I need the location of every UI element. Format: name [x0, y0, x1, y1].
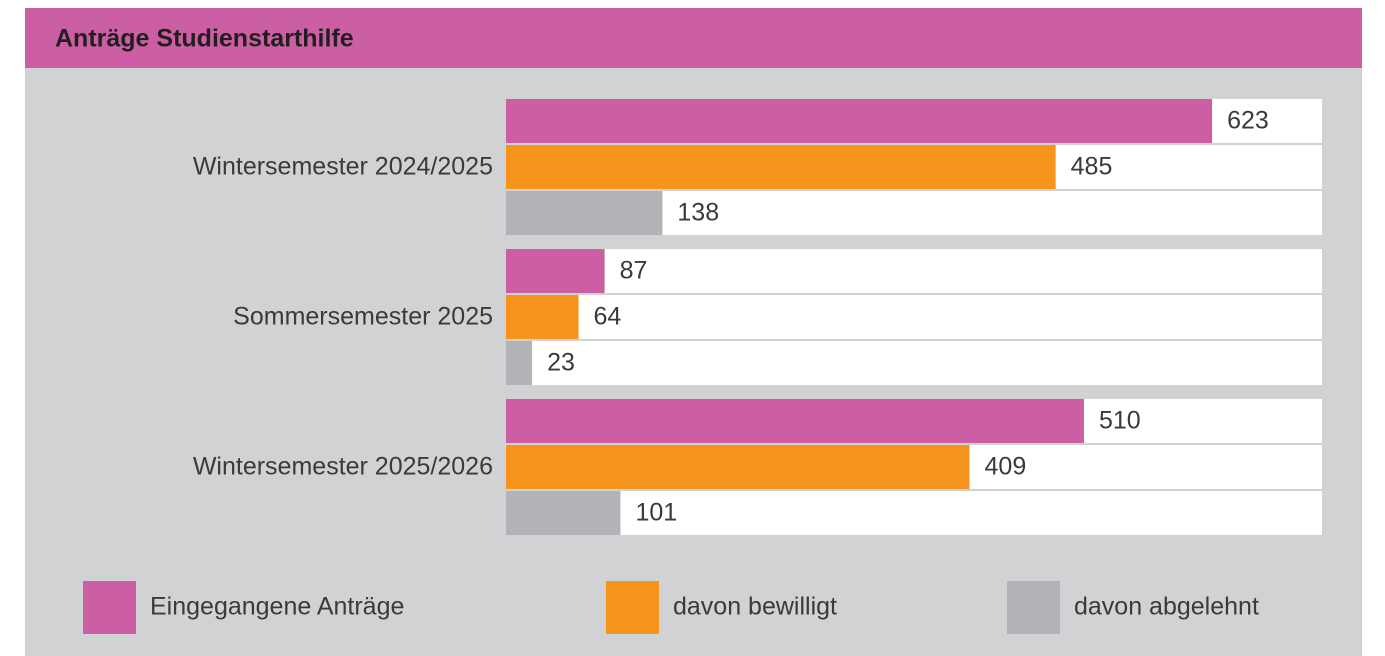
value-label: 623 [1227, 107, 1269, 135]
legend-swatch [83, 581, 136, 634]
category-label: Sommersemester 2025 [233, 303, 493, 331]
bar [506, 191, 663, 235]
bar [506, 445, 970, 489]
category-label: Wintersemester 2024/2025 [193, 153, 493, 181]
value-label: 87 [620, 257, 648, 285]
title-bar [25, 8, 1362, 68]
category-label: Wintersemester 2025/2026 [193, 453, 493, 481]
value-label: 485 [1071, 153, 1113, 181]
value-label: 23 [547, 349, 575, 377]
bar [506, 295, 579, 339]
bar [506, 341, 533, 385]
bar [506, 99, 1213, 143]
value-label: 64 [594, 303, 622, 331]
bar-track [506, 491, 1322, 535]
bar [506, 249, 605, 293]
bar [506, 145, 1056, 189]
bar-track [506, 249, 1322, 293]
chart-title: Anträge Studienstarthilfe [55, 25, 354, 53]
bar [506, 491, 621, 535]
bar-track [506, 341, 1322, 385]
legend-swatch [606, 581, 659, 634]
value-label: 101 [635, 499, 677, 527]
legend-swatch [1007, 581, 1060, 634]
bar-track [506, 295, 1322, 339]
value-label: 138 [677, 199, 719, 227]
bar [506, 399, 1084, 443]
legend-label: Eingegangene Anträge [150, 593, 404, 621]
legend-label: davon bewilligt [673, 593, 837, 621]
value-label: 510 [1099, 407, 1141, 435]
value-label: 409 [985, 453, 1027, 481]
legend-label: davon abgelehnt [1074, 593, 1259, 621]
